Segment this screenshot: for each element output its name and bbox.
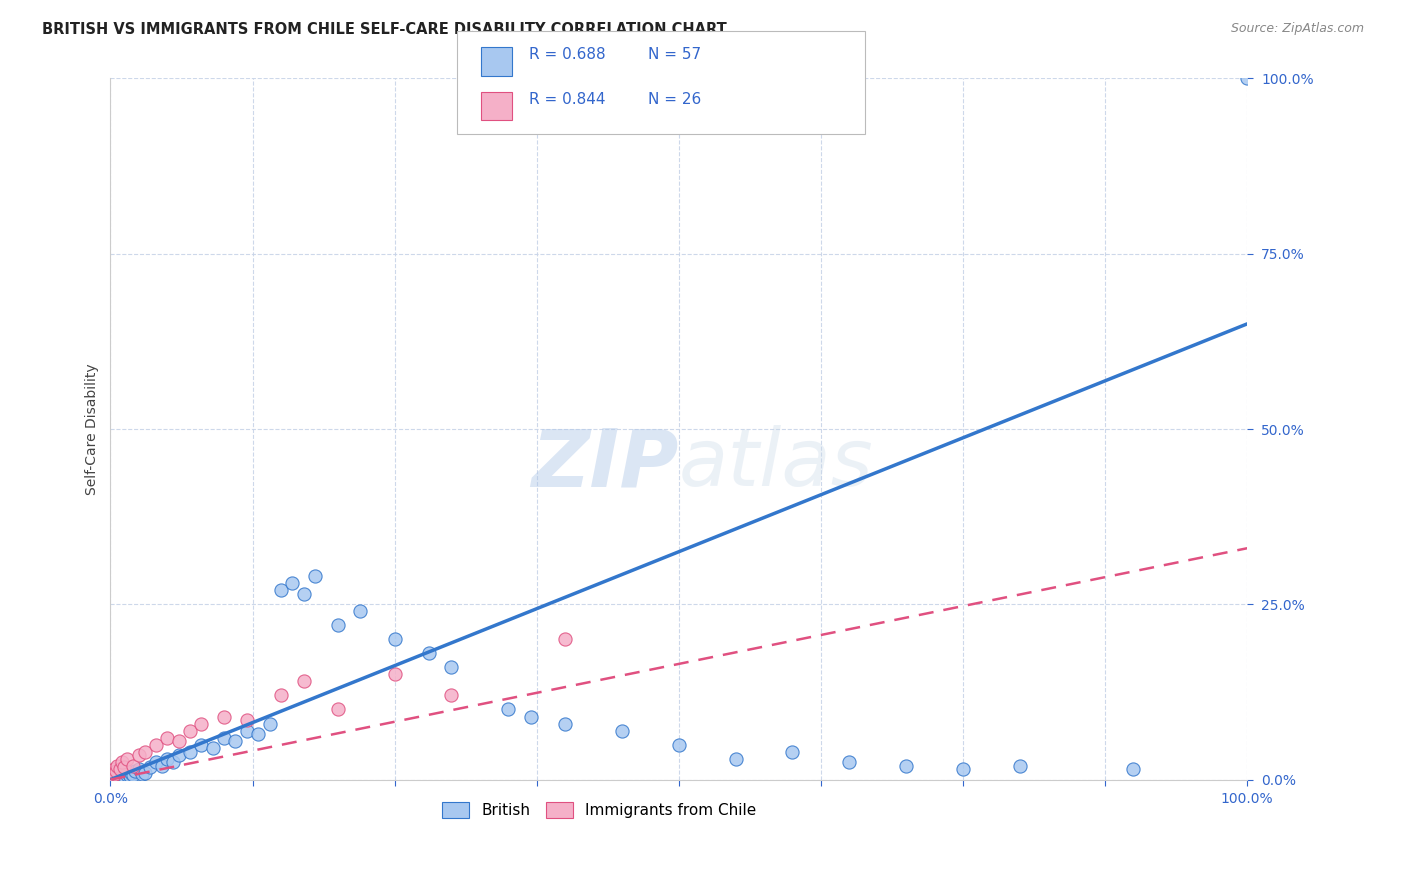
Point (128, 747, 150, 762)
Point (122, 758, 145, 772)
Text: R = 0.844: R = 0.844 (529, 92, 605, 106)
Point (270, 689, 292, 703)
Point (167, 747, 190, 762)
Point (101, 772, 124, 786)
Legend: British, Immigrants from Chile: British, Immigrants from Chile (436, 797, 763, 824)
Point (111, 755, 134, 769)
Point (326, 618, 349, 632)
Point (724, 751, 747, 765)
Point (520, 709, 543, 723)
Point (122, 767, 145, 781)
Point (105, 771, 128, 785)
Point (139, 760, 162, 774)
Point (145, 755, 167, 769)
Point (1008, 758, 1031, 772)
Point (384, 632, 406, 647)
Point (167, 734, 190, 748)
Point (103, 771, 125, 785)
Point (110, 771, 132, 785)
Text: ZIP: ZIP (531, 425, 679, 503)
Point (668, 738, 690, 752)
Point (108, 772, 131, 786)
Point (156, 731, 179, 745)
Point (134, 765, 156, 780)
Point (114, 770, 136, 784)
Point (326, 702, 349, 716)
Point (190, 738, 212, 752)
Point (384, 667, 406, 681)
Point (224, 734, 246, 748)
Text: Source: ZipAtlas.com: Source: ZipAtlas.com (1230, 22, 1364, 36)
Point (179, 745, 201, 759)
Point (105, 758, 128, 772)
Point (1236, 71, 1258, 86)
Point (610, 723, 633, 738)
Point (349, 604, 371, 618)
Point (105, 764, 128, 779)
Point (111, 771, 134, 785)
Point (247, 727, 270, 741)
Point (212, 709, 235, 723)
Point (145, 738, 167, 752)
Point (134, 745, 156, 759)
Point (104, 772, 127, 786)
Point (292, 587, 315, 601)
Point (292, 674, 315, 689)
Point (281, 576, 304, 591)
Point (162, 755, 184, 769)
Point (131, 767, 153, 781)
Point (105, 771, 128, 785)
Point (107, 770, 129, 784)
Point (952, 762, 974, 776)
Point (117, 767, 139, 781)
Point (108, 762, 131, 776)
Point (270, 583, 292, 598)
Point (418, 647, 440, 661)
Point (100, 769, 122, 783)
Point (554, 632, 576, 647)
Point (179, 723, 201, 738)
Point (118, 769, 141, 783)
Text: R = 0.688: R = 0.688 (529, 47, 605, 62)
Text: N = 57: N = 57 (648, 47, 702, 62)
Point (117, 768, 139, 782)
Point (782, 745, 804, 759)
Text: N = 26: N = 26 (648, 92, 702, 106)
Point (120, 765, 142, 780)
Point (156, 751, 179, 765)
Point (111, 769, 134, 783)
Point (201, 741, 224, 756)
Point (236, 723, 259, 738)
Point (440, 660, 463, 674)
Point (894, 758, 917, 772)
Text: atlas: atlas (679, 425, 873, 503)
Point (128, 762, 150, 776)
Point (212, 731, 235, 745)
Point (236, 713, 259, 727)
Point (124, 764, 146, 779)
Point (554, 716, 576, 731)
Point (498, 702, 520, 716)
Point (101, 765, 124, 780)
Point (104, 767, 127, 781)
Point (117, 751, 139, 765)
Y-axis label: Self-Care Disability: Self-Care Disability (86, 363, 100, 495)
Point (190, 716, 212, 731)
Point (150, 758, 173, 772)
Point (1122, 762, 1144, 776)
Point (112, 760, 135, 774)
Text: BRITISH VS IMMIGRANTS FROM CHILE SELF-CARE DISABILITY CORRELATION CHART: BRITISH VS IMMIGRANTS FROM CHILE SELF-CA… (42, 22, 727, 37)
Point (440, 689, 463, 703)
Point (112, 771, 135, 785)
Point (103, 762, 125, 776)
Point (304, 569, 326, 583)
Point (259, 716, 281, 731)
Point (838, 755, 860, 769)
